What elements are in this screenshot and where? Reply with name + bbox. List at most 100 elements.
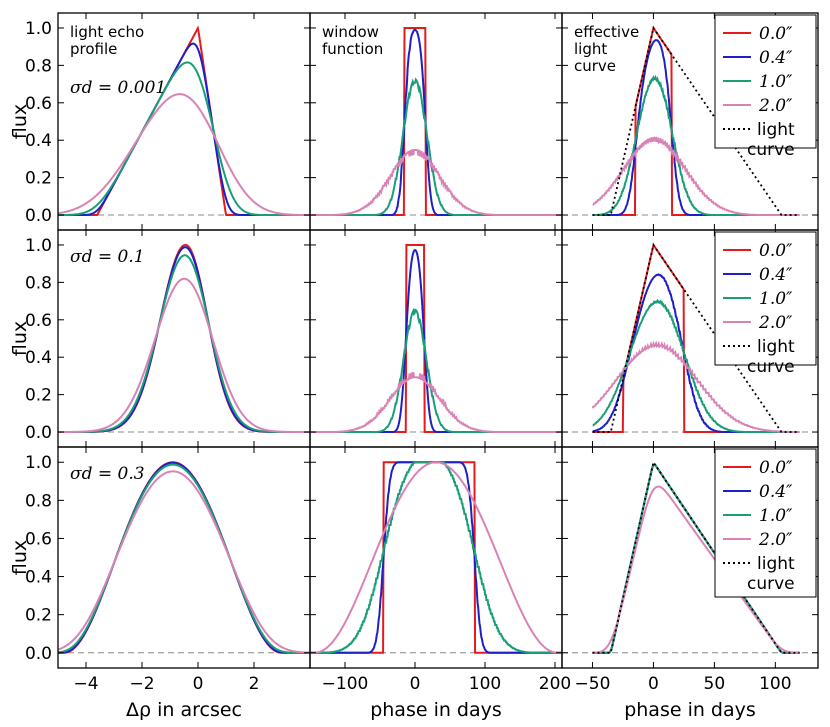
series-line-0.4″	[58, 246, 310, 434]
legend-label: 0.0″	[759, 24, 793, 44]
legend-label: curve	[747, 140, 795, 160]
x-axis-label: phase in days	[624, 699, 756, 721]
y-tick-label: 0.4	[25, 568, 52, 588]
panel-r0-c0	[58, 25, 310, 217]
x-tick-label: 50	[704, 674, 726, 694]
legend-label: 2.0″	[758, 313, 793, 333]
y-tick-label: 0.2	[25, 386, 52, 406]
y-axis-label: flux	[9, 104, 31, 139]
series-line-2.0″	[310, 372, 562, 434]
y-tick-label: 0.2	[25, 169, 52, 189]
legend-label: 0.0″	[759, 241, 793, 261]
y-tick-label: 0.8	[25, 56, 52, 76]
x-tick-label: 2	[249, 674, 260, 694]
series-line-0.0″	[58, 243, 310, 434]
y-tick-label: 0.6	[25, 94, 52, 114]
x-tick-label: 200	[539, 674, 571, 694]
legend-label: 2.0″	[758, 530, 793, 550]
x-tick-label: −100	[322, 674, 369, 694]
legend-label: 0.4″	[759, 265, 793, 285]
legend-label: 1.0″	[759, 72, 793, 92]
series-line-0.0″	[310, 243, 562, 434]
legend-label: light	[757, 337, 795, 357]
series-line-light-curve	[592, 242, 800, 433]
sigma-label: σd = 0.1	[70, 247, 145, 267]
legend-label: 0.4″	[759, 48, 793, 68]
panel-r1-c2	[562, 242, 818, 434]
series-line-2.0″	[58, 93, 310, 217]
series-line-2.0″	[58, 470, 310, 654]
x-tick-label: 0	[648, 674, 659, 694]
series-line-1.0″	[58, 463, 310, 654]
panel-r1-c0	[58, 243, 310, 434]
legend-label: light	[757, 120, 795, 140]
legend-label: curve	[747, 574, 795, 594]
y-tick-label: 0.0	[25, 206, 52, 226]
legend-label: 0.4″	[759, 482, 793, 502]
panel-title-line: curve	[574, 57, 616, 75]
y-tick-label: 0.6	[25, 529, 52, 549]
x-tick-label: 0	[193, 674, 204, 694]
panel-r0-c1	[310, 26, 562, 217]
series-line-1.0″	[310, 77, 562, 217]
panel-frame	[561, 446, 819, 669]
series-line-1.0″	[58, 254, 310, 434]
series-line-0.4″	[310, 461, 562, 654]
y-tick-label: 0.8	[25, 273, 52, 293]
panel-title-line: function	[322, 40, 383, 58]
series-line-2.0″	[310, 148, 562, 217]
y-tick-label: 0.6	[25, 311, 52, 331]
panel-r2-c0	[58, 461, 310, 654]
panel-r0-c2	[562, 25, 818, 217]
panel-title-line: window	[322, 23, 379, 41]
x-axis-label: Δρ in arcsec	[126, 699, 242, 721]
panel-title-line: profile	[70, 40, 117, 58]
series-line-0.0″	[310, 461, 562, 654]
x-tick-label: 100	[469, 674, 501, 694]
sigma-label: σd = 0.3	[70, 464, 145, 484]
panel-r2-c1	[310, 461, 562, 654]
series-line-1.0″	[310, 307, 562, 434]
series-line-0.4″	[58, 42, 310, 217]
series-line-0.0″	[58, 461, 310, 654]
series-line-0.4″	[310, 248, 562, 434]
series-line-2.0″	[592, 485, 800, 654]
y-axis-label: flux	[9, 540, 31, 575]
legend-label: 1.0″	[759, 289, 793, 309]
series-line-1.0″	[58, 61, 310, 217]
series-line-2.0″	[591, 340, 800, 434]
y-tick-label: 0.4	[25, 131, 52, 151]
x-axis-label: phase in days	[370, 699, 502, 721]
x-tick-label: −50	[575, 674, 611, 694]
legend-label: light	[757, 554, 795, 574]
panel-frame	[309, 446, 563, 669]
y-tick-label: 1.0	[25, 19, 52, 39]
x-tick-label: 100	[759, 674, 791, 694]
series-line-0.4″	[58, 461, 310, 654]
x-tick-label: −4	[73, 674, 98, 694]
legend-label: 0.0″	[759, 458, 793, 478]
y-tick-label: 0.0	[25, 423, 52, 443]
legend-label: 2.0″	[758, 96, 793, 116]
panel-title-line: light echo	[70, 23, 144, 41]
panel-title-line: effective	[574, 23, 639, 41]
y-tick-label: 1.0	[25, 453, 52, 473]
legend-label: curve	[747, 357, 795, 377]
panel-title-line: light	[574, 40, 607, 58]
y-tick-label: 0.4	[25, 348, 52, 368]
y-tick-label: 0.8	[25, 491, 52, 511]
y-tick-label: 1.0	[25, 236, 52, 256]
panel-r1-c1	[310, 243, 562, 434]
series-line-2.0″	[592, 136, 800, 217]
series-line-light-curve	[592, 25, 800, 216]
series-line-2.0″	[58, 277, 310, 434]
legend-box	[714, 448, 817, 598]
x-tick-label: −2	[129, 674, 154, 694]
panel-r2-c2	[562, 460, 818, 654]
sigma-label: σd = 0.001	[70, 78, 166, 98]
legend-label: 1.0″	[759, 506, 793, 526]
